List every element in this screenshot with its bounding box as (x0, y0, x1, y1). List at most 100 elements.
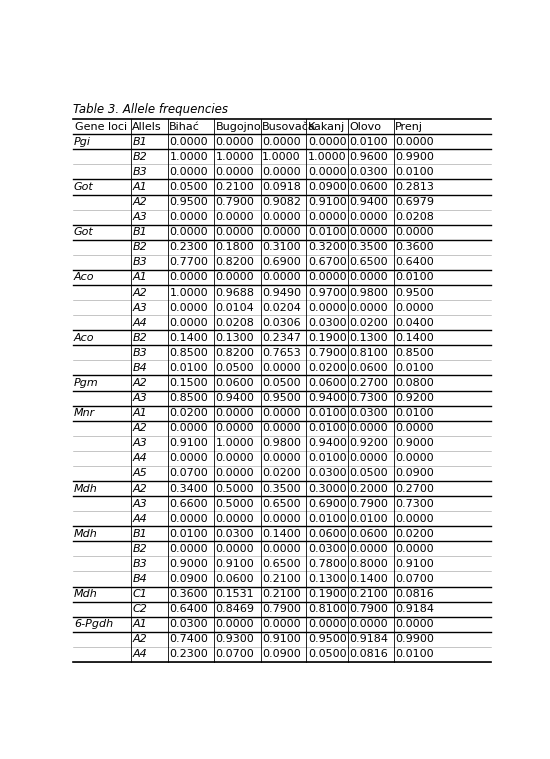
Text: 0.0300: 0.0300 (350, 167, 388, 177)
Text: 0.0200: 0.0200 (262, 468, 301, 478)
Text: 0.1400: 0.1400 (262, 529, 301, 539)
Text: 0.9100: 0.9100 (262, 635, 301, 644)
Text: 0.0000: 0.0000 (262, 137, 301, 146)
Text: 0.7400: 0.7400 (169, 635, 208, 644)
Text: 0.0000: 0.0000 (169, 137, 208, 146)
Text: 0.0000: 0.0000 (216, 619, 254, 629)
Text: 0.0000: 0.0000 (216, 227, 254, 238)
Text: 0.1300: 0.1300 (308, 574, 346, 584)
Text: 0.9400: 0.9400 (308, 393, 346, 403)
Text: 0.9200: 0.9200 (350, 438, 388, 449)
Text: 0.0816: 0.0816 (350, 650, 388, 660)
Text: 0.9000: 0.9000 (169, 559, 208, 569)
Text: Gene loci: Gene loci (75, 121, 127, 131)
Text: 0.8100: 0.8100 (308, 604, 346, 614)
Text: 0.5000: 0.5000 (216, 483, 254, 493)
Text: 0.3000: 0.3000 (308, 483, 346, 493)
Text: C1: C1 (132, 589, 147, 599)
Text: 0.0000: 0.0000 (262, 213, 301, 222)
Text: 0.6500: 0.6500 (262, 499, 301, 509)
Text: A3: A3 (132, 303, 147, 313)
Text: 0.9100: 0.9100 (308, 197, 346, 207)
Text: 0.0000: 0.0000 (395, 544, 434, 554)
Text: 0.0000: 0.0000 (350, 619, 388, 629)
Text: 0.0200: 0.0200 (350, 318, 388, 328)
Text: 0.0100: 0.0100 (308, 424, 346, 433)
Text: 0.9184: 0.9184 (395, 604, 434, 614)
Text: 0.0000: 0.0000 (262, 514, 301, 524)
Text: 0.1500: 0.1500 (169, 378, 208, 388)
Text: 0.7900: 0.7900 (216, 197, 254, 207)
Text: 0.0000: 0.0000 (308, 137, 346, 146)
Text: 0.0000: 0.0000 (395, 227, 434, 238)
Text: 0.0100: 0.0100 (169, 363, 208, 373)
Text: 0.6900: 0.6900 (308, 499, 346, 509)
Text: A4: A4 (132, 514, 147, 524)
Text: 0.0000: 0.0000 (262, 272, 301, 282)
Text: 0.9600: 0.9600 (350, 152, 388, 162)
Text: 0.7900: 0.7900 (262, 604, 301, 614)
Text: 0.1800: 0.1800 (216, 242, 254, 252)
Text: 0.3400: 0.3400 (169, 483, 208, 493)
Text: B2: B2 (132, 332, 147, 343)
Text: Bihać: Bihać (169, 121, 200, 131)
Text: 0.8100: 0.8100 (350, 348, 388, 357)
Text: 0.0500: 0.0500 (350, 468, 388, 478)
Text: 0.7300: 0.7300 (395, 499, 434, 509)
Text: 0.2813: 0.2813 (395, 182, 434, 192)
Text: 0.0000: 0.0000 (262, 167, 301, 177)
Text: 0.0100: 0.0100 (308, 408, 346, 418)
Text: 0.0000: 0.0000 (262, 363, 301, 373)
Text: 0.0000: 0.0000 (262, 453, 301, 464)
Text: Mnr: Mnr (74, 408, 95, 418)
Text: 0.2100: 0.2100 (216, 182, 254, 192)
Text: 0.0000: 0.0000 (262, 227, 301, 238)
Text: 0.3600: 0.3600 (395, 242, 434, 252)
Text: B1: B1 (132, 529, 147, 539)
Text: Got: Got (74, 227, 94, 238)
Text: 0.0100: 0.0100 (395, 363, 434, 373)
Text: 0.9400: 0.9400 (350, 197, 388, 207)
Text: 0.0100: 0.0100 (308, 453, 346, 464)
Text: B2: B2 (132, 242, 147, 252)
Text: 0.0500: 0.0500 (308, 650, 346, 660)
Text: 0.0000: 0.0000 (350, 453, 388, 464)
Text: B2: B2 (132, 544, 147, 554)
Text: 0.0000: 0.0000 (395, 303, 434, 313)
Text: 0.0000: 0.0000 (216, 468, 254, 478)
Text: B4: B4 (132, 574, 147, 584)
Text: C2: C2 (132, 604, 147, 614)
Text: A2: A2 (132, 378, 147, 388)
Text: 0.8500: 0.8500 (169, 393, 208, 403)
Text: 0.9800: 0.9800 (262, 438, 301, 449)
Text: A3: A3 (132, 438, 147, 449)
Text: 0.0600: 0.0600 (350, 363, 388, 373)
Text: 0.0000: 0.0000 (216, 453, 254, 464)
Text: 0.2000: 0.2000 (350, 483, 388, 493)
Text: 0.0500: 0.0500 (169, 182, 208, 192)
Text: 0.0000: 0.0000 (169, 303, 208, 313)
Text: A3: A3 (132, 393, 147, 403)
Text: 0.0500: 0.0500 (216, 363, 254, 373)
Text: 0.6979: 0.6979 (395, 197, 434, 207)
Text: 0.3100: 0.3100 (262, 242, 301, 252)
Text: 0.0000: 0.0000 (395, 424, 434, 433)
Text: 0.0300: 0.0300 (308, 318, 346, 328)
Text: 0.8500: 0.8500 (395, 348, 434, 357)
Text: 0.1300: 0.1300 (216, 332, 254, 343)
Text: A1: A1 (132, 182, 147, 192)
Text: 0.9700: 0.9700 (308, 288, 346, 298)
Text: 0.1400: 0.1400 (395, 332, 434, 343)
Text: 0.0000: 0.0000 (169, 167, 208, 177)
Text: 0.7900: 0.7900 (350, 604, 388, 614)
Text: 0.9500: 0.9500 (395, 288, 434, 298)
Text: 0.6700: 0.6700 (308, 257, 346, 267)
Text: 0.0600: 0.0600 (350, 182, 388, 192)
Text: 0.0000: 0.0000 (169, 424, 208, 433)
Text: Olovo: Olovo (350, 121, 382, 131)
Text: 0.0000: 0.0000 (169, 453, 208, 464)
Text: 0.9100: 0.9100 (216, 559, 254, 569)
Text: Table 3. Allele frequencies: Table 3. Allele frequencies (73, 102, 228, 116)
Text: 0.0000: 0.0000 (308, 272, 346, 282)
Text: A1: A1 (132, 272, 147, 282)
